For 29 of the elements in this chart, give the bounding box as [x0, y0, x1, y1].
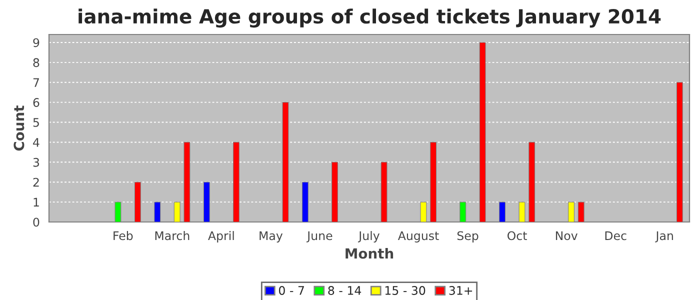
x-tick-label: April [208, 231, 234, 242]
y-tick-label: 4 [33, 138, 40, 147]
x-tick-label: Jan [655, 231, 673, 242]
x-tick-label: August [398, 231, 439, 242]
legend-label: 8 - 14 [328, 286, 362, 295]
y-tick-label: 1 [34, 198, 39, 207]
x-tick-label: May [260, 231, 283, 242]
chart-title: iana-mime Age groups of closed tickets January 2014 [78, 8, 661, 28]
x-tick-label: March [155, 231, 190, 240]
x-axis-title: Month [346, 248, 394, 259]
y-tick-label: 8 [33, 58, 40, 68]
legend-label: 0 - 7 [278, 286, 304, 295]
x-tick-label: Nov [556, 231, 578, 240]
legend-label: 31+ [449, 286, 472, 295]
y-axis-title: Count [14, 105, 24, 151]
y-tick-label: 0 [33, 218, 40, 227]
x-tick-label: July [358, 231, 380, 242]
y-tick-label: 3 [33, 158, 40, 167]
x-tick-label: Feb [114, 231, 133, 240]
x-tick-label: Sep [457, 231, 478, 242]
y-tick-label: 2 [33, 178, 39, 187]
y-tick-label: 5 [33, 118, 39, 127]
y-tick-label: 7 [33, 78, 39, 87]
x-tick-label: Dec [605, 231, 626, 240]
legend-label: 15 - 30 [385, 286, 426, 295]
y-tick-label: 9 [33, 38, 40, 48]
x-tick-label: Oct [508, 231, 527, 240]
x-tick-label: June [306, 231, 332, 242]
y-tick-label: 6 [33, 98, 40, 107]
